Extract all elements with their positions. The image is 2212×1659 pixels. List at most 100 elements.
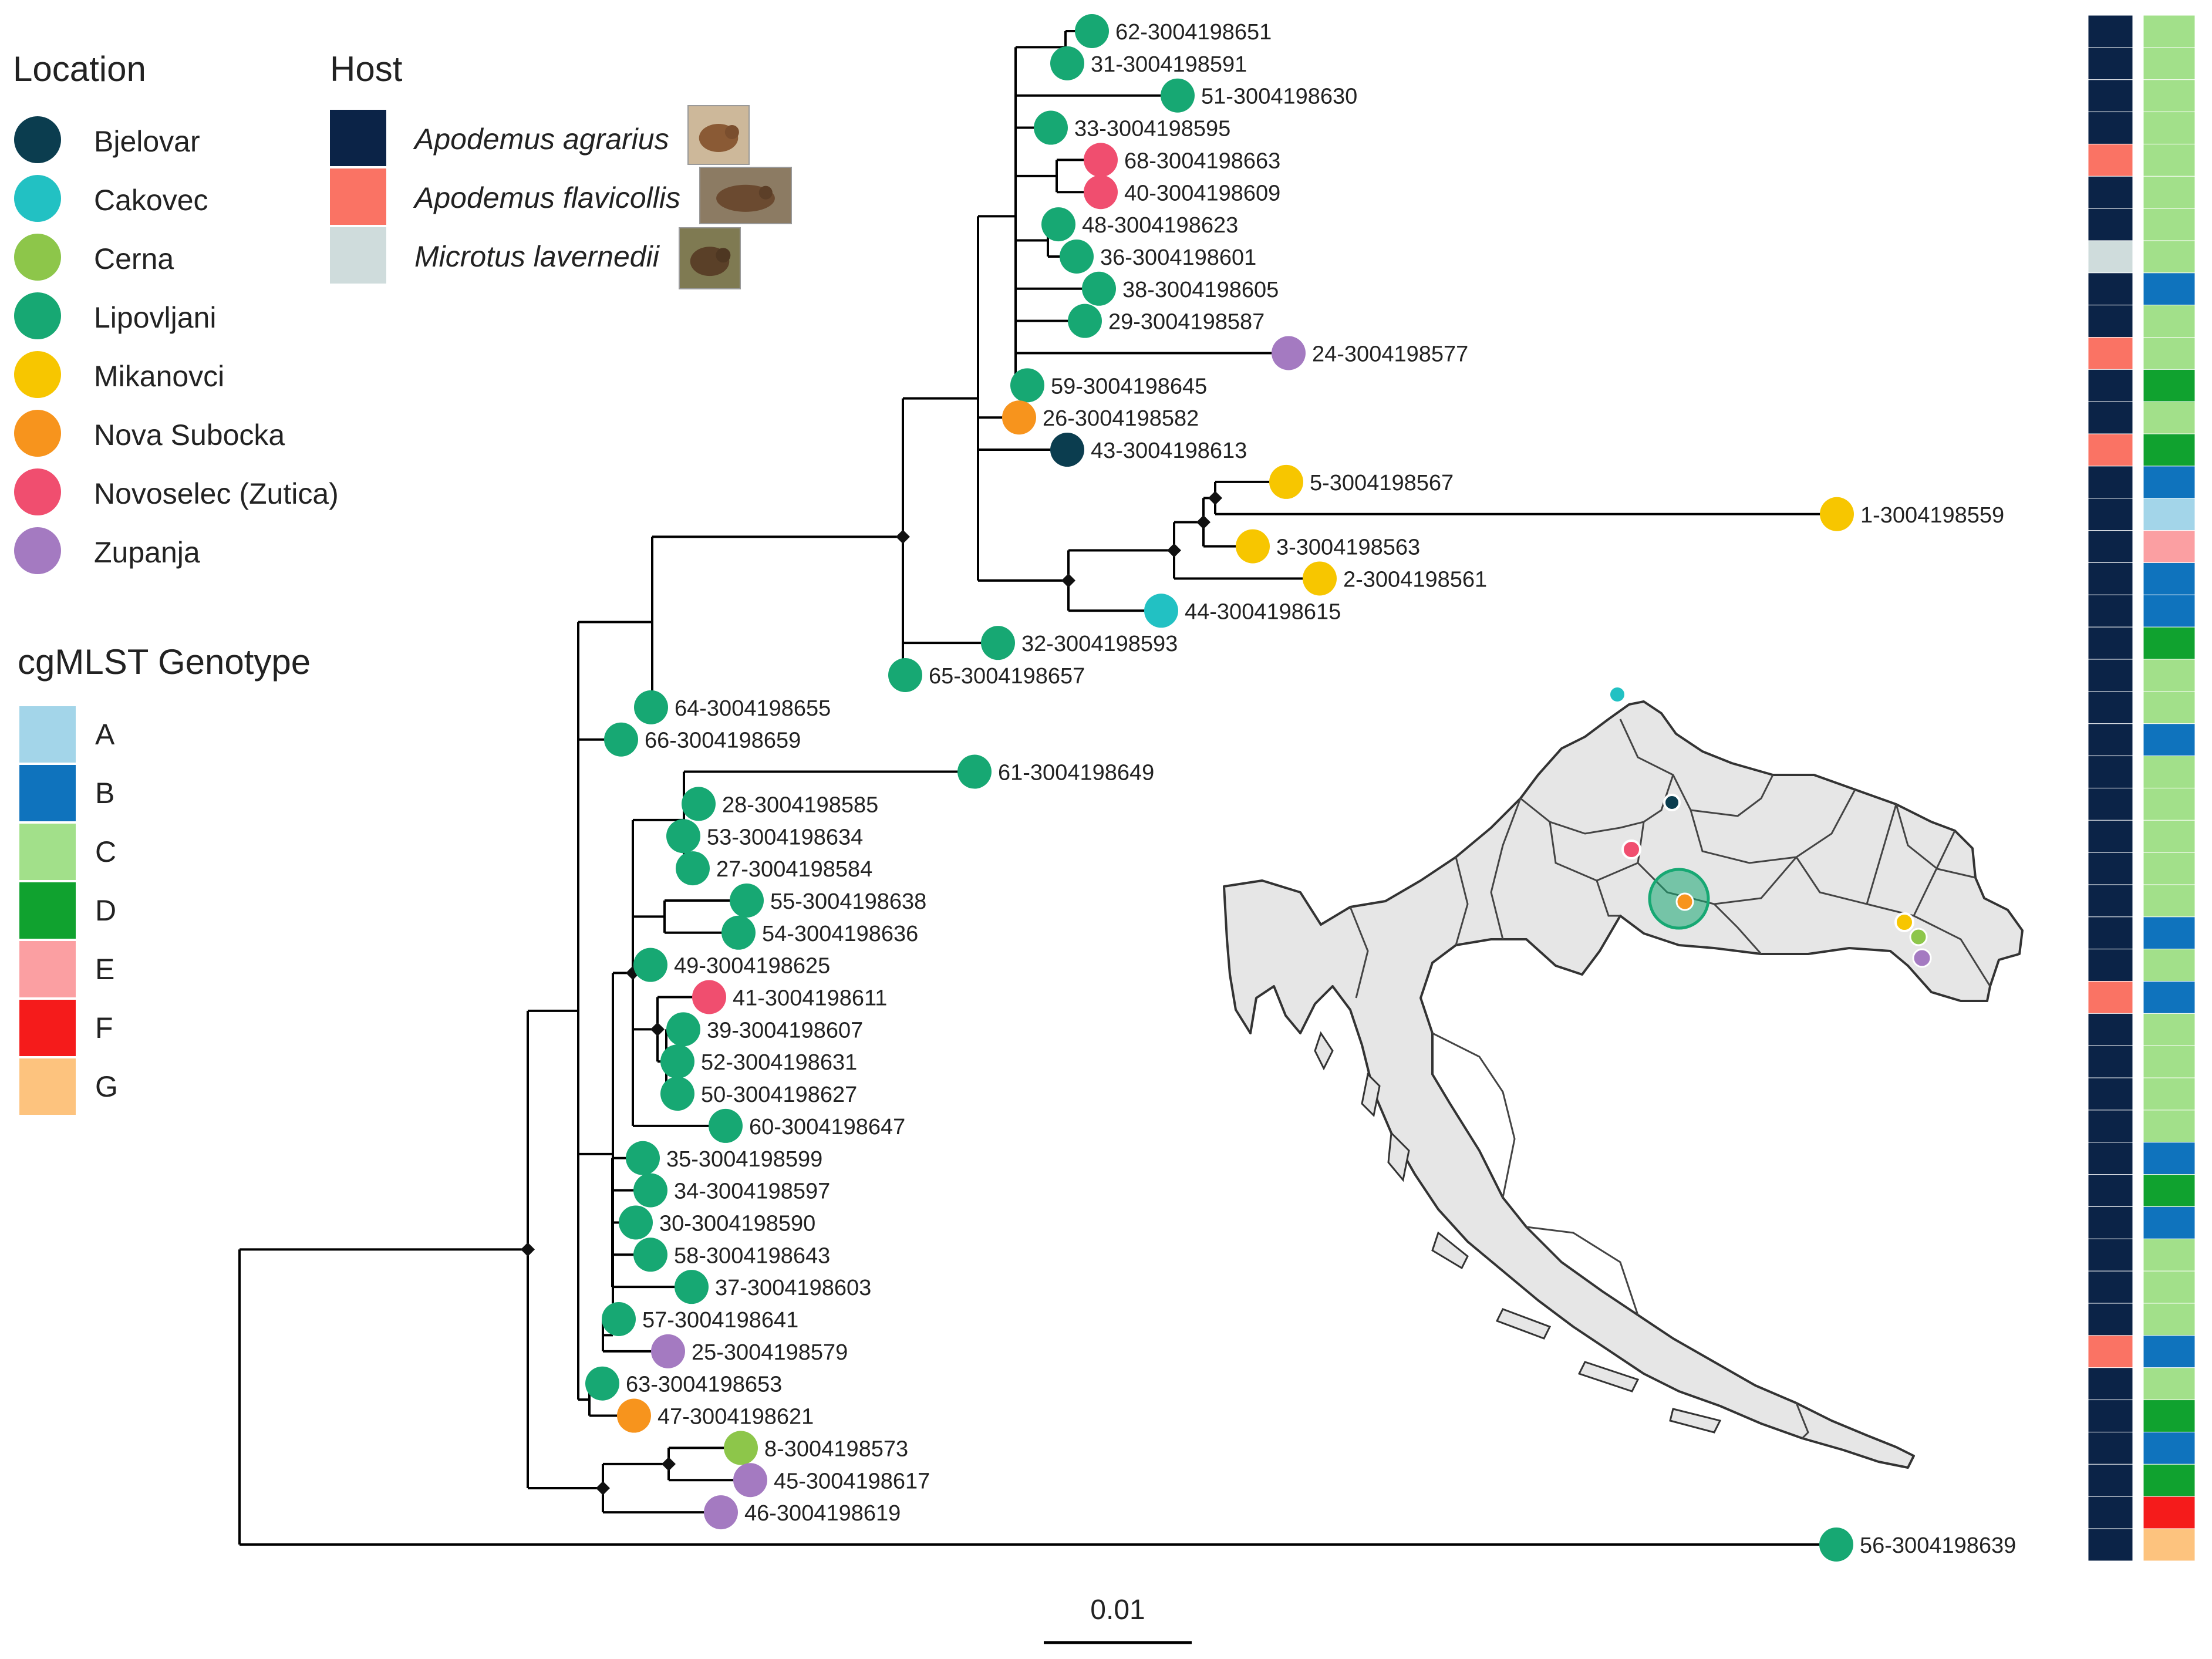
- host-strip-cell: [2088, 208, 2133, 241]
- host-strip-cell: [2088, 1528, 2133, 1562]
- croatia-map-outline: [1223, 700, 2024, 1469]
- host-strip-cell: [2088, 981, 2133, 1014]
- host-legend-title: Host: [330, 49, 403, 89]
- tip-marker-lipovljani: [633, 1173, 667, 1208]
- legend-label-genotype-c: C: [95, 835, 116, 868]
- tip-marker-lipovljani: [1082, 271, 1116, 306]
- host-strip-cell: [2088, 1303, 2133, 1336]
- tip-label: 49-3004198625: [674, 954, 830, 979]
- genotype-strip-cell: [2143, 466, 2196, 499]
- genotype-strip-cell: [2143, 176, 2196, 209]
- host-strip-cell: [2088, 1335, 2133, 1368]
- legend-label-zupanja: Zupanja: [94, 536, 200, 569]
- tip-marker-lipovljani: [1161, 78, 1195, 113]
- genotype-strip-cell: [2143, 562, 2196, 595]
- legend-swatch-genotype-g: [19, 1058, 76, 1115]
- support-node: [1167, 543, 1181, 558]
- tip-marker-lipovljani: [730, 883, 764, 918]
- host-strip-cell: [2088, 1110, 2133, 1143]
- genotype-strip-cell: [2143, 1110, 2196, 1143]
- map-county-border: [1895, 804, 1976, 879]
- genotype-strip-cell: [2143, 272, 2196, 306]
- tip-marker-mikanovci: [1820, 497, 1854, 531]
- legend-label-genotype-e: E: [95, 953, 114, 986]
- tip-marker-zupanja: [704, 1495, 738, 1530]
- tip-label: 52-3004198631: [701, 1050, 857, 1075]
- tip-label: 58-3004198643: [674, 1243, 830, 1268]
- host-strip-cell: [2088, 79, 2133, 113]
- tip-marker-lipovljani: [585, 1366, 619, 1401]
- support-node: [1196, 515, 1210, 530]
- host-legend: Host Apodemus agrarius Apodemus flavicoll…: [330, 49, 792, 289]
- legend-label-bjelovar: Bjelovar: [94, 125, 200, 158]
- map-county-border: [1690, 789, 1856, 864]
- tip-marker-lipovljani: [660, 1077, 694, 1111]
- genotype-strip-cell: [2143, 240, 2196, 274]
- tip-marker-lipovljani: [888, 658, 922, 692]
- host-strip-cell: [2088, 466, 2133, 499]
- genotype-strip-cell: [2143, 208, 2196, 241]
- genotype-legend-title: cgMLST Genotype: [18, 642, 311, 682]
- genotype-strip-cell: [2143, 626, 2196, 660]
- tip-label: 59-3004198645: [1051, 374, 1207, 399]
- tip-label: 50-3004198627: [701, 1083, 857, 1107]
- host-strip-cell: [2088, 820, 2133, 853]
- tip-label: 64-3004198655: [675, 696, 831, 721]
- tip-marker-lipovljani: [1010, 368, 1044, 403]
- tip-marker-lipovljani: [604, 722, 638, 757]
- tip-label: 68-3004198663: [1124, 149, 1280, 173]
- tip-label: 55-3004198638: [770, 889, 926, 914]
- map-marker-novoselec: [1621, 839, 1641, 859]
- genotype-strip-cell: [2143, 691, 2196, 724]
- host-strip-cell: [2088, 1206, 2133, 1239]
- legend-swatch-genotype-a: [19, 706, 76, 763]
- tip-label: 46-3004198619: [744, 1501, 901, 1526]
- support-node: [896, 530, 910, 544]
- host-strip-cell: [2088, 272, 2133, 306]
- host-strip-cell: [2088, 1045, 2133, 1078]
- host-photo-apodemus-flavicollis: [699, 167, 792, 224]
- tip-marker-mikanovci: [1269, 464, 1303, 499]
- host-strip-cell: [2088, 530, 2133, 564]
- host-strip-cell: [2088, 1077, 2133, 1111]
- support-node: [1061, 573, 1075, 588]
- support-node: [521, 1242, 535, 1257]
- host-strip-cell: [2088, 401, 2133, 434]
- genotype-strip-cell: [2143, 1045, 2196, 1078]
- legend-swatch-microtus-lavernedii: [330, 227, 386, 284]
- host-strip-cell: [2088, 1464, 2133, 1497]
- map-county-border: [1349, 906, 1369, 999]
- tip-label: 39-3004198607: [707, 1018, 863, 1043]
- tip-marker-lipovljani: [1068, 304, 1102, 338]
- genotype-strip-cell: [2143, 1142, 2196, 1175]
- genotype-strip-cell: [2143, 47, 2196, 80]
- tree-support-nodes: [521, 491, 1222, 1495]
- map-marker-bjelovar: [1663, 794, 1681, 811]
- tip-marker-novoselec-zutica: [1084, 175, 1118, 210]
- scale-bar-label: 0.01: [1090, 1594, 1145, 1626]
- genotype-strip-cell: [2143, 15, 2196, 48]
- host-strip-cell: [2088, 1431, 2133, 1465]
- host-strip-cell: [2088, 659, 2133, 692]
- tip-marker-nova-subocka: [617, 1398, 651, 1433]
- tip-marker-lipovljani: [602, 1302, 636, 1336]
- tip-label: 60-3004198647: [749, 1115, 905, 1139]
- host-strip-cell: [2088, 1270, 2133, 1304]
- genotype-strip-cell: [2143, 1464, 2196, 1497]
- host-strip-cell: [2088, 1367, 2133, 1401]
- tip-label: 41-3004198611: [733, 986, 887, 1011]
- legend-label-genotype-f: F: [95, 1011, 113, 1044]
- host-strip-cell: [2088, 852, 2133, 885]
- tip-label: 53-3004198634: [707, 825, 863, 849]
- tip-label: 8-3004198573: [764, 1437, 908, 1461]
- tip-label: 54-3004198636: [762, 922, 918, 946]
- map-island: [1361, 1072, 1381, 1118]
- tip-marker-lipovljani: [676, 851, 710, 886]
- tip-marker-mikanovci: [1236, 529, 1270, 564]
- map-marker-nova-subocka: [1675, 892, 1694, 911]
- host-strip-cell: [2088, 15, 2133, 48]
- map-island: [1314, 1031, 1334, 1071]
- tip-label: 65-3004198657: [929, 664, 1085, 689]
- host-strip-cell: [2088, 305, 2133, 338]
